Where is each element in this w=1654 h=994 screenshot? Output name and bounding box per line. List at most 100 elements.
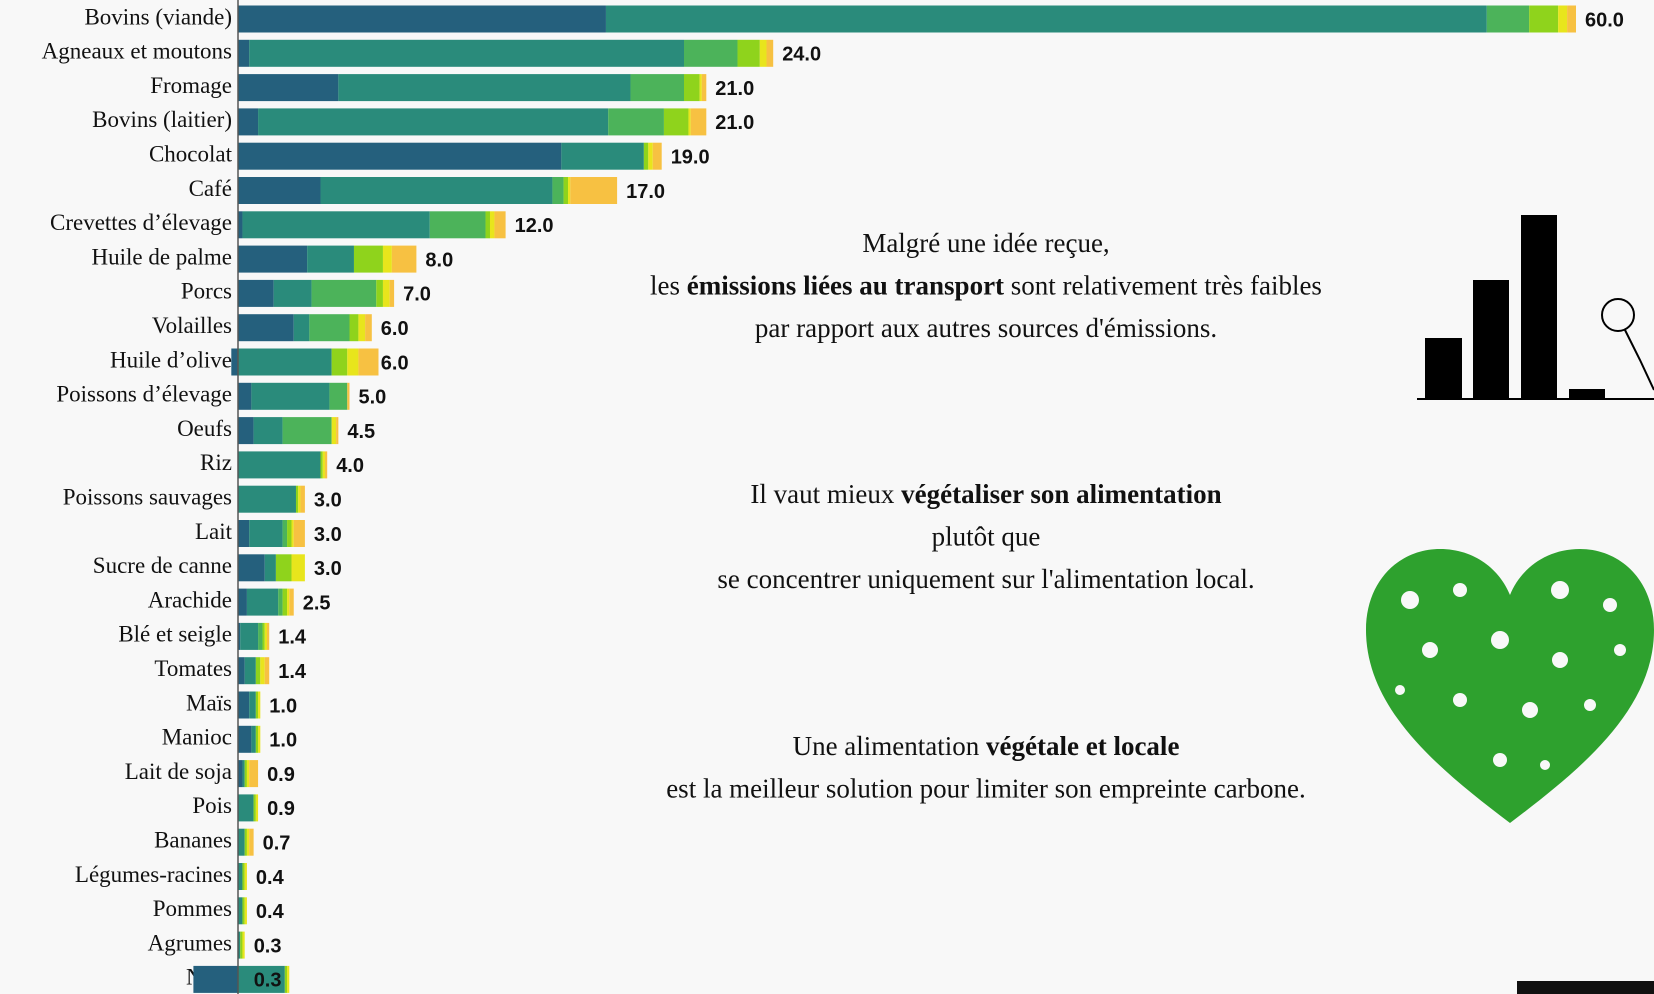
category-label: Fromage	[150, 73, 232, 98]
bar-segment	[322, 451, 325, 479]
bar-segment	[238, 554, 265, 582]
bar-segment	[643, 142, 649, 170]
bar-segment	[242, 760, 245, 788]
category-label: Volailles	[152, 313, 232, 338]
bar-segment	[238, 863, 243, 890]
bar-segment	[238, 794, 254, 822]
note-text: se concentrer uniquement sur l'alimentat…	[717, 564, 1254, 594]
bar-segment	[258, 108, 609, 136]
bar-segment	[266, 622, 270, 650]
total-label: 0.9	[267, 764, 295, 786]
bar-segment	[238, 245, 308, 273]
bar-segment	[249, 760, 259, 788]
bar-segment	[282, 520, 288, 547]
category-label: Légumes-racines	[75, 862, 232, 887]
bar-segment	[264, 622, 267, 650]
icon-bar	[1521, 215, 1557, 399]
category-label: Café	[189, 176, 232, 201]
note-line: Il vaut mieux végétaliser son alimentati…	[750, 479, 1221, 509]
heart-pattern	[1395, 581, 1626, 770]
total-label: 0.9	[267, 798, 295, 820]
bar-segment	[240, 931, 243, 959]
category-label: Blé et seigle	[118, 622, 232, 647]
bar-segment	[287, 520, 292, 547]
note-line: plutôt que	[932, 522, 1041, 552]
bar-segment	[255, 725, 259, 753]
bar-segment	[273, 279, 312, 307]
bar-segment	[630, 74, 684, 102]
corner-block	[1517, 981, 1654, 994]
heart-shape	[1366, 549, 1654, 823]
bar-segment	[238, 657, 245, 685]
bar-segment	[251, 382, 330, 410]
note-line: par rapport aux autres sources d'émissio…	[755, 313, 1217, 343]
bar-segment	[258, 725, 261, 753]
bar-segment	[238, 451, 321, 479]
bar-segment	[287, 965, 290, 993]
total-label: 0.4	[256, 901, 285, 923]
bar-segment	[242, 211, 430, 239]
category-label: Porcs	[181, 279, 232, 304]
bar-segment	[349, 314, 359, 342]
bar-segment	[242, 931, 245, 959]
bar-segment	[699, 74, 702, 102]
total-label: 12.0	[515, 215, 554, 237]
category-label: Poissons d’élevage	[56, 382, 232, 407]
bar-segment	[570, 177, 618, 204]
bar-segment	[293, 314, 310, 342]
bar-segment	[358, 314, 366, 342]
bar-segment	[255, 691, 259, 719]
bar-segment	[249, 39, 684, 67]
category-label: Pois	[192, 793, 232, 818]
bar-segment	[298, 485, 301, 513]
category-label: Pommes	[153, 896, 232, 921]
bar-segment	[300, 485, 305, 513]
category-label: Riz	[200, 450, 232, 475]
bar-segment	[1529, 5, 1559, 33]
note-text: végétale et locale	[986, 731, 1179, 761]
bar-segment	[238, 828, 245, 856]
bar-segment	[249, 691, 256, 719]
bar-segment	[485, 211, 490, 239]
bar-segment	[1567, 5, 1576, 33]
bar-segment	[311, 279, 377, 307]
total-label: 1.4	[278, 661, 307, 683]
category-label: Bovins (viande)	[84, 4, 232, 29]
category-label: Huile d’olive	[110, 347, 232, 372]
bar-segment	[1558, 5, 1568, 33]
category-label: Manioc	[162, 725, 232, 750]
bar-segment	[264, 657, 270, 685]
bar-segment	[244, 657, 256, 685]
bar-chart-icon	[1417, 215, 1654, 400]
bar-segment	[320, 177, 553, 204]
note-line: les émissions liées au transport sont re…	[650, 271, 1322, 301]
bar-segment	[244, 828, 247, 856]
bar-segment	[608, 108, 664, 136]
bar-segment	[242, 897, 245, 925]
bar-segment	[1486, 5, 1530, 33]
bar-segment	[489, 211, 495, 239]
total-label: 0.4	[256, 867, 285, 889]
total-label: 3.0	[314, 489, 342, 511]
bar-segment	[238, 177, 321, 204]
note-text: est la meilleur solution pour limiter so…	[666, 774, 1306, 804]
category-label: Lait de soja	[125, 759, 232, 784]
bar-segment	[701, 74, 707, 102]
total-label: 6.0	[381, 352, 409, 374]
bar-segment	[338, 74, 631, 102]
note-line: Une alimentation végétale et locale	[793, 731, 1180, 761]
bar-segment	[238, 897, 243, 925]
total-label: 1.0	[269, 695, 297, 717]
bar-segment	[258, 691, 261, 719]
total-label: 21.0	[715, 78, 754, 100]
bar-segment	[561, 142, 644, 170]
bar-segment	[336, 417, 339, 445]
category-label: Maïs	[186, 690, 232, 715]
bar-segment	[287, 588, 290, 616]
bar-segment	[244, 760, 247, 788]
note-text: Malgré une idée reçue,	[862, 228, 1109, 258]
bar-segment	[759, 39, 767, 67]
bar-segment	[244, 897, 247, 925]
bar-segment	[249, 828, 254, 856]
